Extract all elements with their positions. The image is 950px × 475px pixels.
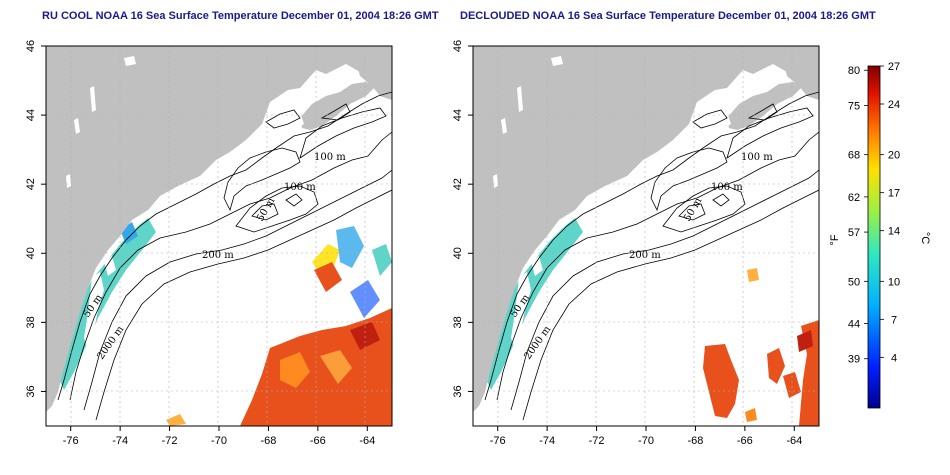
lon-tick-label: -70 <box>638 435 654 447</box>
colorbar-celsius-tick: 27 <box>888 61 900 73</box>
colorbar-celsius-tick: 7 <box>891 314 897 326</box>
colorbar-fahrenheit-tick: 44 <box>848 319 860 331</box>
colorbar-fahrenheit-tick: 75 <box>848 100 860 112</box>
panel-right <box>472 45 820 427</box>
lon-tick-label: -76 <box>490 435 506 447</box>
lat-tick-label: 44 <box>452 109 464 121</box>
colorbar-celsius-tick: 10 <box>888 276 900 288</box>
lat-tick-label: 44 <box>25 109 37 121</box>
lat-tick-label: 40 <box>25 247 37 259</box>
lat-tick-label: 38 <box>25 316 37 328</box>
colorbar-celsius-label: °C <box>919 232 931 244</box>
colorbar-fahrenheit-tick: 50 <box>848 276 860 288</box>
colorbar-fahrenheit-tick: 80 <box>848 65 860 77</box>
lon-tick-label: -64 <box>786 435 802 447</box>
colorbar-celsius-tick: 24 <box>888 99 900 111</box>
sst-coastal-cool <box>56 218 156 390</box>
lat-tick-label: 36 <box>25 385 37 397</box>
lon-tick-label: -74 <box>539 435 555 447</box>
lon-tick-label: -76 <box>63 435 79 447</box>
colorbar-celsius-tick: 17 <box>888 188 900 200</box>
colorbar-celsius-tick: 20 <box>888 150 900 162</box>
lon-tick-label: -72 <box>162 435 178 447</box>
lon-tick-label: -66 <box>310 435 326 447</box>
lon-tick-label: -66 <box>737 435 753 447</box>
lon-tick-label: -74 <box>112 435 128 447</box>
lon-tick-label: -68 <box>260 435 276 447</box>
colorbar-fahrenheit-label: °F <box>829 234 841 245</box>
colorbar-celsius-tick: 14 <box>888 226 900 238</box>
lon-tick-label: -64 <box>359 435 375 447</box>
panel-title-left: RU COOL NOAA 16 Sea Surface Temperature … <box>42 10 439 22</box>
lon-tick-label: -70 <box>211 435 227 447</box>
lat-tick-label: 42 <box>25 178 37 190</box>
axes-left: -76 -74 -72 -70 -68 -66 -64 46 44 42 40 38 36 <box>25 40 375 447</box>
lon-tick-label: -72 <box>589 435 605 447</box>
colorbar-fahrenheit-tick: 62 <box>848 192 860 204</box>
colorbar-fahrenheit-tick: 57 <box>848 227 860 239</box>
axes-right: -76 -74 -72 -70 -68 -66 -64 46 44 42 40 38 36 <box>452 40 802 447</box>
lat-tick-label: 38 <box>452 316 464 328</box>
panel-title-right: DECLOUDED NOAA 16 Sea Surface Temperatur… <box>460 10 876 22</box>
lat-tick-label: 46 <box>452 40 464 52</box>
lon-tick-label: -68 <box>687 435 703 447</box>
colorbar-gradient <box>867 65 881 409</box>
lat-tick-label: 40 <box>452 247 464 259</box>
colorbar-fahrenheit-tick: 68 <box>848 150 860 162</box>
sst-warm-declouded <box>703 344 739 418</box>
colorbar: 27 24 20 17 14 10 7 4 80 75 68 62 57 50 44 39 °F °C <box>829 61 931 409</box>
colorbar-celsius-tick: 4 <box>891 352 897 364</box>
lat-tick-label: 46 <box>25 40 37 52</box>
lat-tick-label: 36 <box>452 385 464 397</box>
lat-tick-label: 42 <box>452 178 464 190</box>
panel-left <box>45 45 393 427</box>
colorbar-fahrenheit-tick: 39 <box>848 354 860 366</box>
